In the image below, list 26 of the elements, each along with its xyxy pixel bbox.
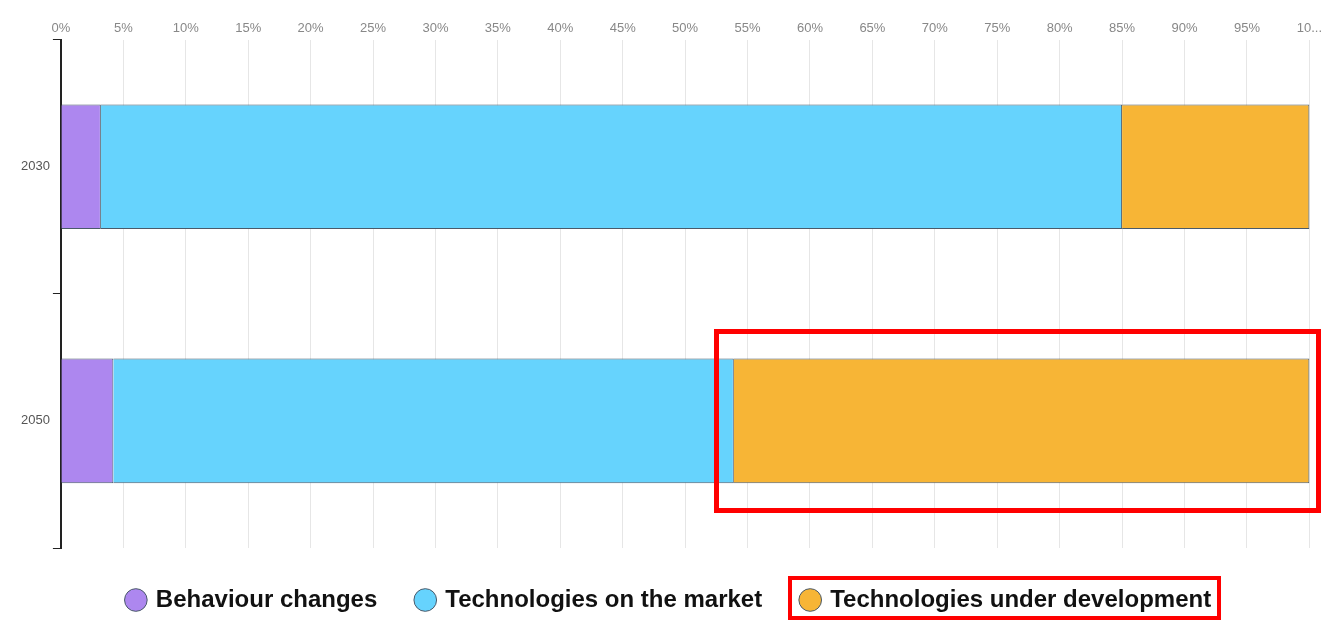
x-tick-label: 70% (921, 20, 949, 36)
x-tick-label: 20% (297, 20, 325, 36)
x-tick-label: 40% (547, 20, 574, 36)
x-tick-label: 0% (51, 20, 71, 36)
y-tick-label: 2050 (21, 412, 50, 428)
x-tick-label: 10% (172, 20, 200, 36)
x-tick-label: 80% (1046, 20, 1074, 36)
x-tick-label: 5% (113, 20, 134, 36)
x-tick-label: 60% (796, 20, 824, 36)
legend-label: Technologies on the market (445, 584, 763, 612)
x-tick-label: 25% (360, 20, 387, 36)
x-tick-label: 75% (984, 20, 1011, 36)
x-tick-label: 15% (235, 20, 262, 36)
x-tick-label: 30% (422, 20, 449, 36)
legend-label: Technologies under development (830, 584, 1212, 612)
legend-label: Behaviour changes (155, 584, 378, 612)
x-tick-label: 65% (859, 20, 886, 36)
x-tick-label: 50% (672, 20, 699, 36)
x-tick-label: 85% (1109, 20, 1136, 36)
x-tick-label: 95% (1233, 20, 1261, 36)
x-tick-label: 45% (609, 20, 637, 36)
x-tick-label: 90% (1171, 20, 1198, 36)
y-tick-label: 2030 (21, 158, 50, 174)
x-tick-label: 55% (734, 20, 761, 36)
x-tick-label: 35% (484, 20, 512, 36)
x-tick-label: 10... (1296, 20, 1322, 36)
